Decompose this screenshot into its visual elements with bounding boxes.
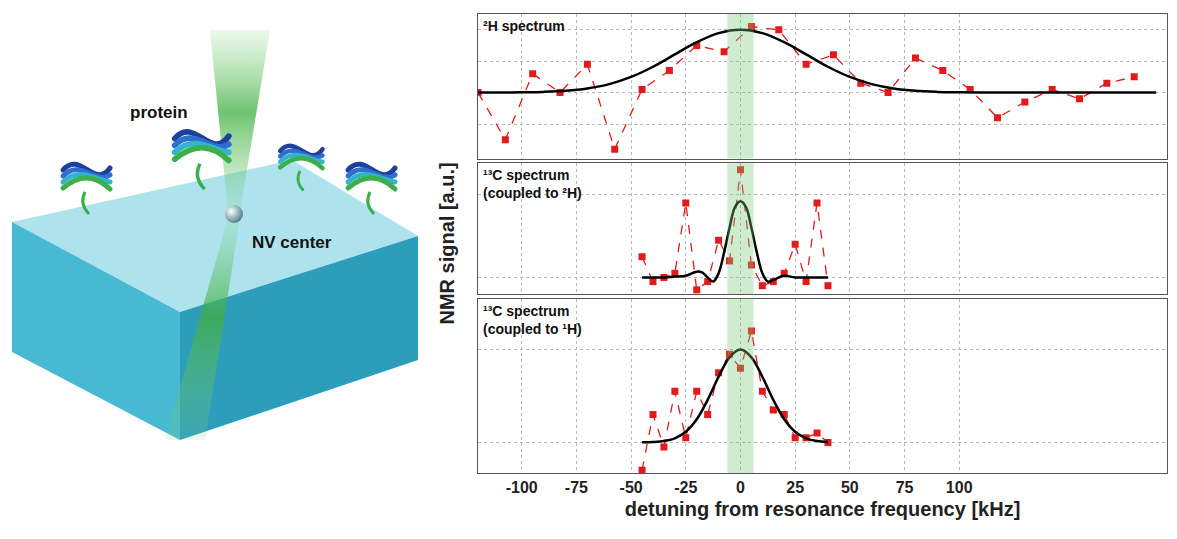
svg-text:100: 100 — [946, 479, 973, 496]
svg-text:NV center: NV center — [252, 233, 332, 252]
svg-text:protein: protein — [130, 103, 188, 122]
svg-text:25: 25 — [786, 479, 804, 496]
svg-text:-25: -25 — [674, 479, 697, 496]
svg-text:-75: -75 — [565, 479, 588, 496]
svg-text:NMR signal [a.u.]: NMR signal [a.u.] — [436, 162, 458, 324]
svg-text:50: 50 — [841, 479, 859, 496]
svg-text:-100: -100 — [506, 479, 538, 496]
svg-text:-50: -50 — [620, 479, 643, 496]
svg-text:¹³C spectrum(coupled to ²H): ¹³C spectrum(coupled to ²H) — [483, 167, 582, 201]
svg-text:detuning from resonance freque: detuning from resonance frequency [kHz] — [625, 498, 1021, 520]
svg-text:75: 75 — [896, 479, 914, 496]
svg-text:¹³C spectrum(coupled to ¹H): ¹³C spectrum(coupled to ¹H) — [483, 303, 582, 337]
svg-text:0: 0 — [736, 479, 745, 496]
svg-text:²H spectrum: ²H spectrum — [483, 18, 565, 34]
